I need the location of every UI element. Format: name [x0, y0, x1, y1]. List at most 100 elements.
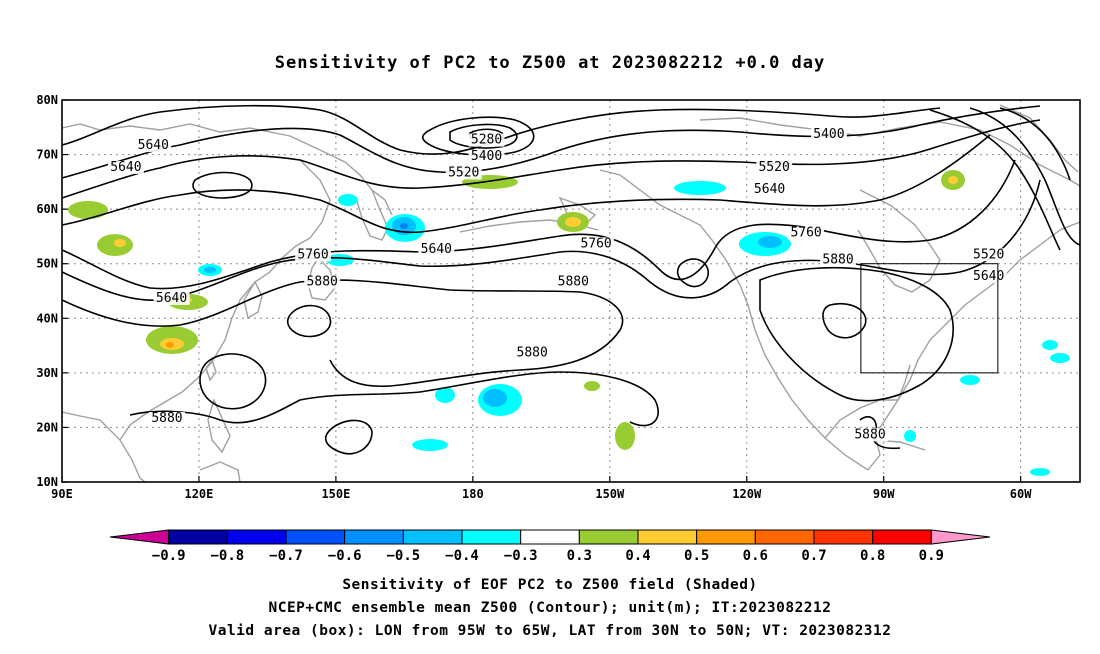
longitude-tick-labels: 90E 120E 150E 180 150W 120W 90W 60W [51, 476, 1032, 501]
shade-pos-7 [615, 422, 635, 450]
coast-japan [307, 256, 336, 301]
contour-label: 5640 [110, 160, 141, 175]
lon-tick-label: 120E [184, 487, 213, 501]
shade-neg-6 [435, 387, 455, 403]
contour-closed-high-east [822, 303, 867, 339]
coast-korea [243, 280, 263, 320]
contour-label-bg-11 [555, 275, 592, 289]
contour-closed-low-pac [676, 258, 709, 288]
chart-title: Sensitivity of PC2 to Z500 at 2023082212… [275, 53, 826, 73]
colorbar-label: −0.5 [386, 548, 420, 564]
colorbar-label: 0.8 [860, 548, 885, 564]
contour-label-bg-7 [468, 150, 505, 164]
colorbar-box-2 [285, 529, 346, 545]
shade-neg-14 [1030, 468, 1050, 476]
lat-tick-label: 60N [36, 202, 58, 216]
coast-kamchatka [355, 189, 389, 241]
contour-label-bg-6 [468, 133, 505, 147]
colorbar-label: −0.4 [445, 548, 479, 564]
contour-label-bg-17 [820, 253, 857, 267]
contour-label-bg-9 [418, 242, 455, 256]
colorbar-label: −0.7 [269, 548, 303, 564]
coast-alaska [599, 169, 741, 286]
coast-asia-north [62, 123, 393, 216]
colorbar: −0.9 −0.8 −0.7 −0.6 −0.5 −0.4 −0.3 0.3 0.4 0.5 0.6… [109, 529, 991, 564]
map-panel: 5640564056405880576058805280540055205640… [36, 93, 1081, 501]
shade-neg-8 [674, 181, 726, 195]
shade-pos-2b [114, 239, 126, 247]
footer-line-3: Valid area (box): LON from 95W to 65W, L… [208, 623, 891, 639]
contour-label: 5880 [307, 275, 338, 290]
contour-closed-subtrop-2 [199, 353, 267, 410]
contour-label: 5760 [580, 236, 611, 251]
colorbar-box-1 [226, 529, 287, 545]
lon-tick-label: 150E [321, 487, 350, 501]
contour-label-bg-18 [852, 428, 889, 442]
colorbar-box-10 [754, 529, 815, 545]
contour-label-bg-1 [107, 160, 144, 174]
shade-neg-7 [412, 439, 448, 451]
sensitivity-shading [68, 170, 1070, 476]
colorbar-box-0 [168, 529, 228, 545]
lat-tick-label: 20N [36, 420, 58, 434]
contour-line-7 [62, 279, 624, 388]
shade-pos-9b [948, 176, 958, 184]
colorbar-label: 0.3 [567, 548, 592, 564]
colorbar-label: −0.9 [152, 548, 186, 564]
colorbar-box-5 [461, 529, 522, 545]
contour-label-bg-16 [788, 226, 825, 240]
contour-label-bg-5 [304, 275, 341, 289]
contour-line-1 [62, 104, 941, 155]
contour-line-2 [62, 105, 1041, 179]
lat-tick-label: 80N [36, 93, 58, 107]
contour-label-bg-14 [756, 160, 793, 174]
contour-label-bg-3 [148, 411, 185, 425]
contour-closed-high-pac [286, 304, 332, 338]
contour-label: 5880 [854, 427, 885, 442]
contour-label-bg-2 [153, 291, 190, 305]
contour-label-bg-19 [970, 248, 1007, 262]
contour-closed-low-north-1 [421, 116, 535, 156]
shade-pos-1 [68, 201, 108, 219]
valid-area-box [860, 263, 999, 374]
contour-label: 5640 [973, 269, 1004, 284]
colorbar-label: 0.7 [801, 548, 826, 564]
lat-tick-label: 10N [36, 475, 58, 489]
lat-tick-label: 30N [36, 366, 58, 380]
coast-hudson [857, 189, 941, 293]
lon-tick-label: 150W [595, 487, 625, 501]
contour-label-bg-15 [751, 182, 788, 196]
shade-neg-2c [400, 223, 408, 229]
contour-label: 5400 [471, 149, 502, 164]
footer-line-1: Sensitivity of EOF PC2 to Z500 field (Sh… [342, 577, 757, 593]
shade-neg-11 [1042, 340, 1058, 350]
contour-label: 5880 [151, 411, 182, 426]
coastlines [62, 104, 1080, 482]
grid-lines [62, 100, 1080, 482]
z500-contours [62, 104, 1080, 455]
coast-taiwan [205, 358, 217, 382]
shade-neg-10 [904, 430, 916, 442]
contour-label: 5400 [813, 127, 844, 142]
contour-east-arc-2 [969, 107, 1080, 246]
footer-line-2: NCEP+CMC ensemble mean Z500 (Contour); u… [268, 600, 831, 616]
contour-label-bg-8 [445, 166, 482, 180]
lon-tick-label: 120W [732, 487, 762, 501]
colorbar-box-4 [402, 529, 463, 545]
contour-label: 5640 [156, 291, 187, 306]
coast-indochina [62, 411, 146, 482]
colorbar-label: 0.5 [684, 548, 709, 564]
contour-labels: 5640564056405880576058805280540055205640… [107, 127, 1007, 442]
shade-neg-12 [1050, 353, 1070, 363]
contour-line-3 [62, 119, 1041, 199]
coast-gulf [824, 399, 898, 439]
coast-philippines [207, 397, 231, 454]
contour-label: 5640 [754, 182, 785, 197]
colorbar-box-6 [520, 529, 580, 545]
contour-label: 5520 [973, 247, 1004, 262]
coast-greenland [999, 104, 1079, 173]
contour-label-bg-10 [578, 237, 615, 251]
coast-okhotsk [281, 159, 331, 259]
lon-tick-label: 60W [1010, 487, 1032, 501]
